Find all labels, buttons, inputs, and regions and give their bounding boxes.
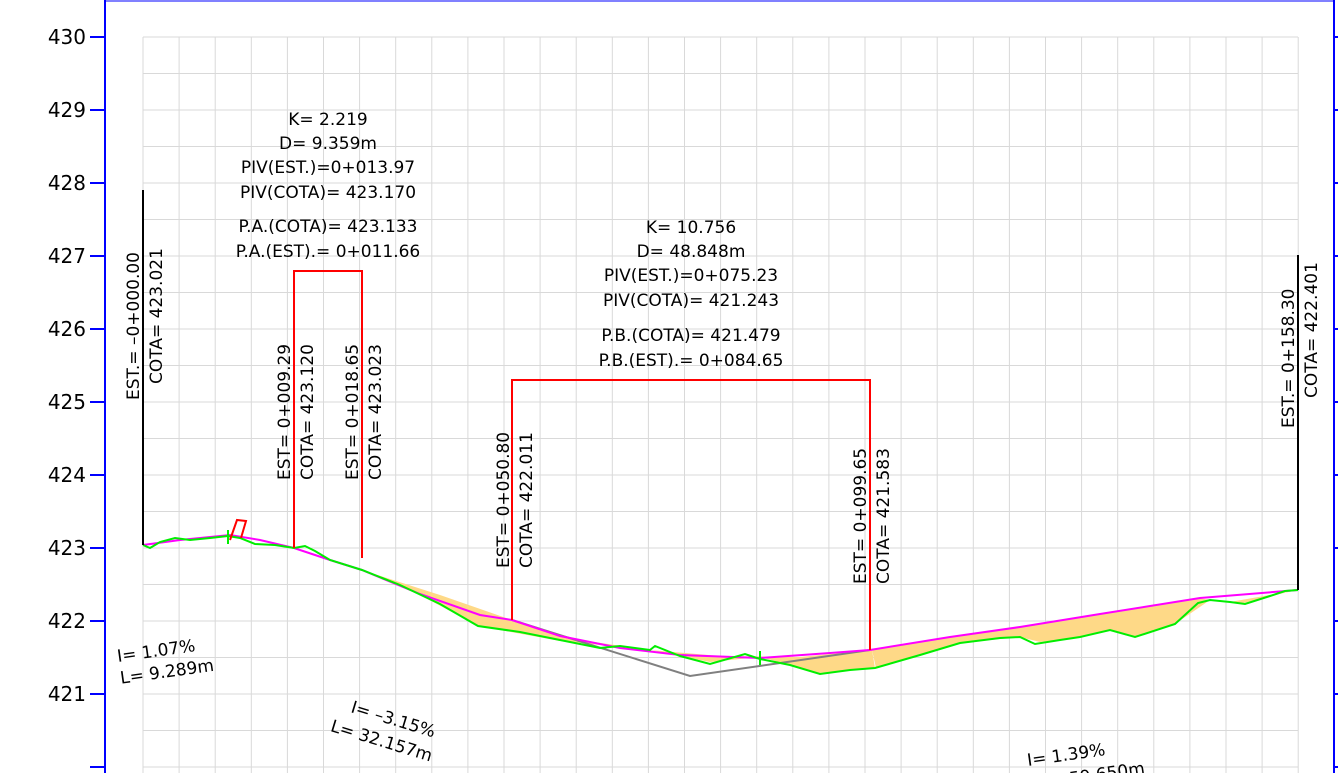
piv-elevation: PIV(COTA)= 423.170 <box>240 183 416 203</box>
piv-station: PIV(EST.)=0+075.23 <box>604 266 778 286</box>
curve-length: D= 48.848m <box>637 242 746 262</box>
grade-line <box>142 533 1299 660</box>
pc-elevation: P.A.(COTA)= 423.133 <box>239 217 418 237</box>
piv-elevation: PIV(COTA)= 421.243 <box>603 291 779 311</box>
vertical-curve-2-annotation: K= 10.756 D= 48.848m PIV(EST.)=0+075.23 … <box>494 218 894 584</box>
piv-station: PIV(EST.)=0+013.97 <box>241 158 415 178</box>
vertical-curve-2-bracket <box>511 379 871 650</box>
curve-start-station: EST= 0+009.29 <box>275 344 295 480</box>
y-tick-label: 422 <box>48 609 86 633</box>
terrain-line <box>142 534 1299 676</box>
start-point-annotation: EST.= –0+000.00 COTA= 423.021 <box>124 248 167 400</box>
fill-area <box>300 548 875 673</box>
curve-length: D= 9.359m <box>279 134 377 154</box>
pc-station: P.B.(EST).= 0+084.65 <box>599 351 784 371</box>
pc-elevation: P.B.(COTA)= 421.479 <box>601 326 780 346</box>
curve-k-value: K= 10.756 <box>646 218 736 238</box>
grade-label-3: I= 1.39% L= 59.650m <box>1026 740 1146 773</box>
curve-end-elevation: COTA= 423.023 <box>366 344 386 480</box>
pc-station: P.A.(EST).= 0+011.66 <box>236 242 421 262</box>
curve-start-station: EST= 0+050.80 <box>494 432 514 568</box>
curve-start-elevation: COTA= 422.011 <box>517 432 537 568</box>
y-tick-label: 423 <box>48 536 86 560</box>
y-axis-tick-labels: 430 429 428 427 426 425 424 423 422 421 <box>48 25 86 706</box>
grade-label-2: I= –3.15% L= 32.157m <box>328 698 438 767</box>
end-point-annotation: EST.= 0+158.30 COTA= 422.401 <box>1279 262 1322 428</box>
y-tick-label: 426 <box>48 317 86 341</box>
y-tick-label: 425 <box>48 390 86 414</box>
curve-start-elevation: COTA= 423.120 <box>298 344 318 480</box>
start-station: EST.= –0+000.00 <box>124 252 144 400</box>
start-elevation: COTA= 423.021 <box>147 248 167 384</box>
curve-k-value: K= 2.219 <box>288 110 367 130</box>
end-station: EST.= 0+158.30 <box>1279 289 1299 429</box>
curve-end-station: EST= 0+099.65 <box>851 448 871 584</box>
y-tick-label: 427 <box>48 244 86 268</box>
y-tick-label: 430 <box>48 25 86 49</box>
y-tick-label: 428 <box>48 171 86 195</box>
curve-end-station: EST= 0+018.65 <box>343 344 363 480</box>
vertical-curve-1-annotation: K= 2.219 D= 9.359m PIV(EST.)=0+013.97 PI… <box>236 110 421 480</box>
end-elevation: COTA= 422.401 <box>1302 262 1322 398</box>
vertical-curve-1-bracket <box>293 270 363 558</box>
pi-marker <box>229 518 248 541</box>
y-tick-label: 421 <box>48 682 86 706</box>
y-axis-ticks <box>90 36 1338 768</box>
curve-end-elevation: COTA= 421.583 <box>874 448 894 584</box>
y-tick-label: 424 <box>48 463 86 487</box>
y-tick-label: 429 <box>48 98 86 122</box>
grade-label-1: I= 1.07% L= 9.289m <box>116 636 215 689</box>
